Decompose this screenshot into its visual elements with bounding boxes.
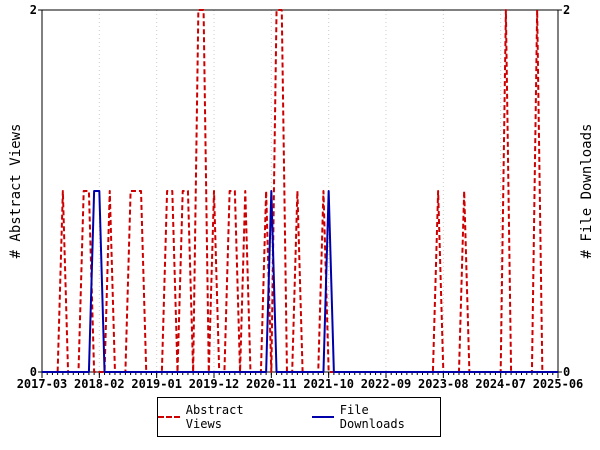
y-tick-right-top: 2 bbox=[563, 3, 570, 17]
x-tick-label: 2018-02 bbox=[74, 377, 125, 391]
legend-item-file-downloads: File Downloads bbox=[312, 403, 440, 431]
x-tick-label: 2019-01 bbox=[131, 377, 182, 391]
x-tick-label: 2021-10 bbox=[303, 377, 354, 391]
y-tick-right-bottom: 0 bbox=[563, 365, 570, 379]
x-tick-label: 2019-12 bbox=[189, 377, 240, 391]
y-axis-label-left: # Abstract Views bbox=[8, 124, 24, 259]
x-tick-label: 2020-11 bbox=[246, 377, 297, 391]
legend-swatch-file-downloads bbox=[312, 416, 334, 418]
series-layer bbox=[42, 9, 558, 373]
x-tick-labels: 2017-03 2018-02 2019-01 2019-12 2020-11 2021-… bbox=[17, 377, 584, 391]
y-tick-left-top: 2 bbox=[30, 3, 37, 17]
legend: Abstract Views File Downloads bbox=[157, 397, 441, 437]
x-gridlines bbox=[41, 10, 559, 372]
y-axis-label-right: # File Downloads bbox=[579, 124, 595, 259]
legend-swatch-abstract-views bbox=[158, 416, 180, 418]
y-tick-left-bottom: 0 bbox=[30, 365, 37, 379]
legend-label-abstract-views: Abstract Views bbox=[185, 403, 244, 431]
legend-label-file-downloads: File Downloads bbox=[339, 403, 405, 431]
x-tick-label: 2022-09 bbox=[361, 377, 412, 391]
x-tick-label: 2017-03 bbox=[17, 377, 68, 391]
plot-frame bbox=[41, 9, 559, 373]
x-tick-label: 2025-06 bbox=[533, 377, 584, 391]
x-tick-label: 2023-08 bbox=[418, 377, 469, 391]
x-tick-label: 2024-07 bbox=[475, 377, 526, 391]
legend-item-abstract-views: Abstract Views bbox=[158, 403, 286, 431]
series-line-abstract-views bbox=[42, 9, 558, 373]
axis-ticks bbox=[38, 9, 562, 378]
series-line-file-downloads bbox=[42, 190, 558, 373]
